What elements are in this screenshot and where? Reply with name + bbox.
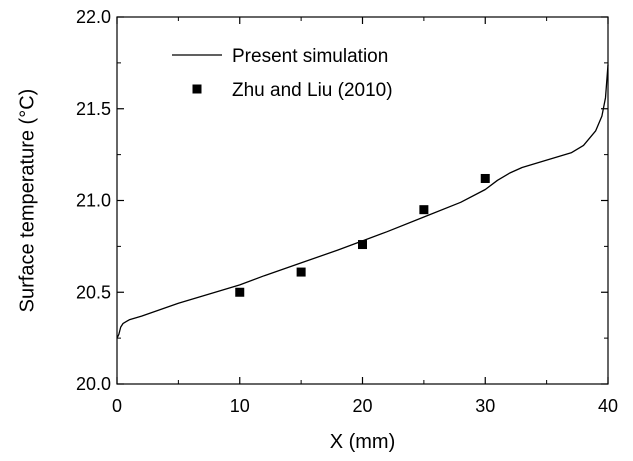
simulation-line [116,64,609,339]
y-tick-label: 21.0 [76,191,111,211]
measurement-point [358,240,367,250]
plot-area-frame [116,16,609,385]
measurement-point [419,205,429,215]
measurement-point [296,267,306,277]
y-tick-label: 22.0 [76,7,111,27]
y-tick-label: 21.5 [76,99,111,119]
x-tick-label: 30 [475,396,495,416]
x-tick-label: 10 [230,396,250,416]
y-axis-title: Surface temperature (°C) [16,89,38,313]
legend-marker-swatch [192,84,202,94]
x-axis-title: X (mm) [330,431,396,453]
x-tick-label: 40 [598,396,618,416]
legend: Present simulation Zhu and Liu (2010) [172,46,393,101]
x-tick-label: 20 [352,396,372,416]
x-tick-label: 0 [112,396,122,416]
plot-series [116,64,609,339]
legend-label-measurement: Zhu and Liu (2010) [232,80,393,101]
legend-label-simulation: Present simulation [232,46,388,67]
measurement-point [235,287,245,297]
axis-tick-labels: 0 10 20 30 40 20.0 20.5 21.0 21.5 22.0 [76,7,618,416]
measurement-point [480,173,490,183]
y-tick-label: 20.0 [76,374,111,394]
y-tick-label: 20.5 [76,282,111,302]
